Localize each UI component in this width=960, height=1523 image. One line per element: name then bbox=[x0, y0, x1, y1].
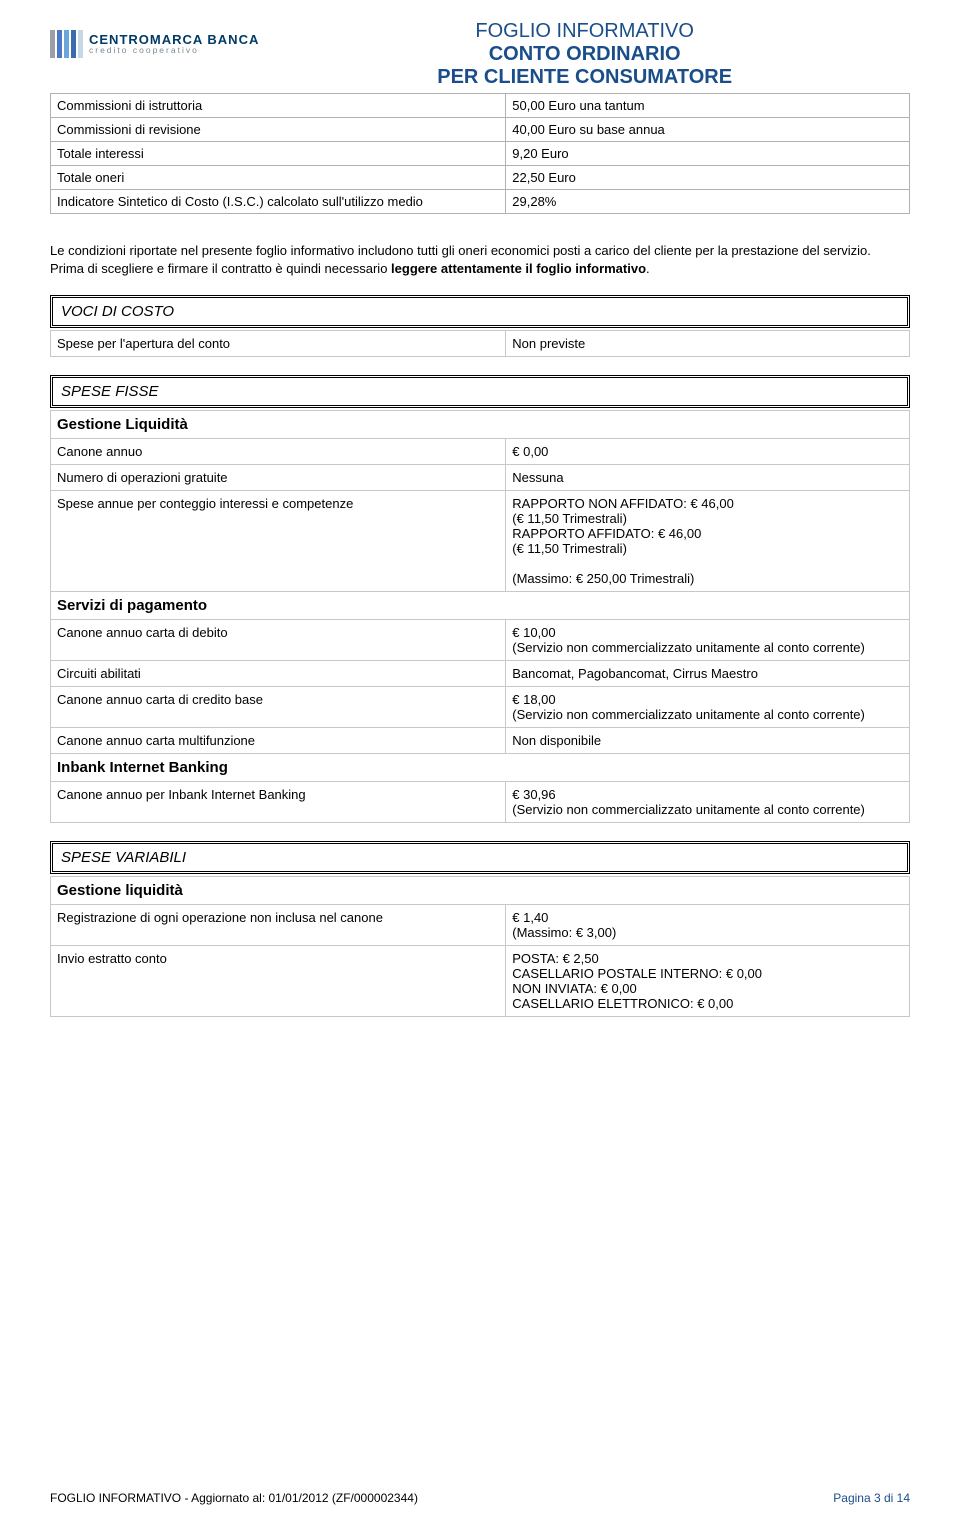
row-label: Circuiti abilitati bbox=[51, 661, 506, 687]
table-row: Canone annuo carta di debito€ 10,00 (Ser… bbox=[51, 620, 910, 661]
table-row: Spese annue per conteggio interessi e co… bbox=[51, 491, 910, 592]
row-value: Nessuna bbox=[506, 465, 910, 491]
subhead-gestione-liquidita: Gestione Liquidità bbox=[51, 411, 910, 439]
note-p2-pre: Prima di scegliere e firmare il contratt… bbox=[50, 261, 391, 276]
table-row: Indicatore Sintetico di Costo (I.S.C.) c… bbox=[51, 190, 910, 214]
row-value: RAPPORTO NON AFFIDATO: € 46,00 (€ 11,50 … bbox=[506, 491, 910, 592]
spese-fisse-table: Gestione Liquidità Canone annuo€ 0,00Num… bbox=[50, 410, 910, 823]
section-voci-di-costo: VOCI DI COSTO bbox=[50, 295, 910, 328]
footer-right: Pagina 3 di 14 bbox=[833, 1491, 910, 1505]
row-label: Canone annuo carta di debito bbox=[51, 620, 506, 661]
table-row: Commissioni di istruttoria50,00 Euro una… bbox=[51, 94, 910, 118]
footer: FOGLIO INFORMATIVO - Aggiornato al: 01/0… bbox=[50, 1491, 910, 1505]
row-label: Canone annuo carta multifunzione bbox=[51, 728, 506, 754]
footer-left: FOGLIO INFORMATIVO - Aggiornato al: 01/0… bbox=[50, 1491, 418, 1505]
table-row: Canone annuo€ 0,00 bbox=[51, 439, 910, 465]
logo-name-sub: credito cooperativo bbox=[89, 46, 259, 55]
row-value: 22,50 Euro bbox=[506, 166, 910, 190]
title-line-2: CONTO ORDINARIO bbox=[259, 43, 910, 66]
table-row: Commissioni di revisione40,00 Euro su ba… bbox=[51, 118, 910, 142]
table-row: Totale oneri22,50 Euro bbox=[51, 166, 910, 190]
row-label: Commissioni di istruttoria bbox=[51, 94, 506, 118]
row-value: 9,20 Euro bbox=[506, 142, 910, 166]
row-label: Canone annuo carta di credito base bbox=[51, 687, 506, 728]
row-label: Totale interessi bbox=[51, 142, 506, 166]
table-row: Totale interessi9,20 Euro bbox=[51, 142, 910, 166]
logo-bar bbox=[64, 30, 69, 58]
table-row: Canone annuo per Inbank Internet Banking… bbox=[51, 782, 910, 823]
note-p1: Le condizioni riportate nel presente fog… bbox=[50, 243, 871, 258]
logo-text: CENTROMARCA BANCA credito cooperativo bbox=[89, 33, 259, 55]
top-summary-table: Commissioni di istruttoria50,00 Euro una… bbox=[50, 93, 910, 214]
row-value: Bancomat, Pagobancomat, Cirrus Maestro bbox=[506, 661, 910, 687]
row-value: € 10,00 (Servizio non commercializzato u… bbox=[506, 620, 910, 661]
logo-bar bbox=[57, 30, 62, 58]
bank-logo: CENTROMARCA BANCA credito cooperativo bbox=[50, 20, 259, 58]
row-label: Registrazione di ogni operazione non inc… bbox=[51, 905, 506, 946]
row-value: € 30,96 (Servizio non commercializzato u… bbox=[506, 782, 910, 823]
row-label: Indicatore Sintetico di Costo (I.S.C.) c… bbox=[51, 190, 506, 214]
header: CENTROMARCA BANCA credito cooperativo FO… bbox=[50, 20, 910, 89]
table-row: Numero di operazioni gratuiteNessuna bbox=[51, 465, 910, 491]
title-line-3: PER CLIENTE CONSUMATORE bbox=[259, 66, 910, 89]
row-label: Spese per l'apertura del conto bbox=[51, 331, 506, 357]
row-label: Canone annuo per Inbank Internet Banking bbox=[51, 782, 506, 823]
row-value: 50,00 Euro una tantum bbox=[506, 94, 910, 118]
row-label: Invio estratto conto bbox=[51, 946, 506, 1017]
table-row: Circuiti abilitatiBancomat, Pagobancomat… bbox=[51, 661, 910, 687]
subhead-servizi-pagamento: Servizi di pagamento bbox=[51, 592, 910, 620]
row-value: Non disponibile bbox=[506, 728, 910, 754]
row-value: € 0,00 bbox=[506, 439, 910, 465]
row-label: Commissioni di revisione bbox=[51, 118, 506, 142]
section-spese-fisse: SPESE FISSE bbox=[50, 375, 910, 408]
page: CENTROMARCA BANCA credito cooperativo FO… bbox=[0, 0, 960, 1523]
table-row: Canone annuo carta di credito base€ 18,0… bbox=[51, 687, 910, 728]
voci-di-costo-table: Spese per l'apertura del contoNon previs… bbox=[50, 330, 910, 357]
row-value: 29,28% bbox=[506, 190, 910, 214]
spese-variabili-table: Gestione liquidità Registrazione di ogni… bbox=[50, 876, 910, 1017]
title-block: FOGLIO INFORMATIVO CONTO ORDINARIO PER C… bbox=[259, 20, 910, 89]
note-p2-post: . bbox=[646, 261, 650, 276]
row-value: € 1,40 (Massimo: € 3,00) bbox=[506, 905, 910, 946]
table-row: Canone annuo carta multifunzioneNon disp… bbox=[51, 728, 910, 754]
disclosure-note: Le condizioni riportate nel presente fog… bbox=[50, 242, 910, 277]
row-value: € 18,00 (Servizio non commercializzato u… bbox=[506, 687, 910, 728]
title-line-1: FOGLIO INFORMATIVO bbox=[259, 20, 910, 43]
table-row: Spese per l'apertura del contoNon previs… bbox=[51, 331, 910, 357]
row-value: POSTA: € 2,50 CASELLARIO POSTALE INTERNO… bbox=[506, 946, 910, 1017]
subhead-inbank: Inbank Internet Banking bbox=[51, 754, 910, 782]
section-spese-variabili: SPESE VARIABILI bbox=[50, 841, 910, 874]
table-row: Invio estratto contoPOSTA: € 2,50 CASELL… bbox=[51, 946, 910, 1017]
logo-bars-icon bbox=[50, 30, 83, 58]
subhead-gestione-liquidita-var: Gestione liquidità bbox=[51, 877, 910, 905]
logo-bar bbox=[71, 30, 76, 58]
row-label: Totale oneri bbox=[51, 166, 506, 190]
table-row: Registrazione di ogni operazione non inc… bbox=[51, 905, 910, 946]
row-value: Non previste bbox=[506, 331, 910, 357]
logo-bar bbox=[50, 30, 55, 58]
row-label: Numero di operazioni gratuite bbox=[51, 465, 506, 491]
row-value: 40,00 Euro su base annua bbox=[506, 118, 910, 142]
row-label: Spese annue per conteggio interessi e co… bbox=[51, 491, 506, 592]
note-p2-bold: leggere attentamente il foglio informati… bbox=[391, 261, 646, 276]
logo-bar bbox=[78, 30, 83, 58]
row-label: Canone annuo bbox=[51, 439, 506, 465]
